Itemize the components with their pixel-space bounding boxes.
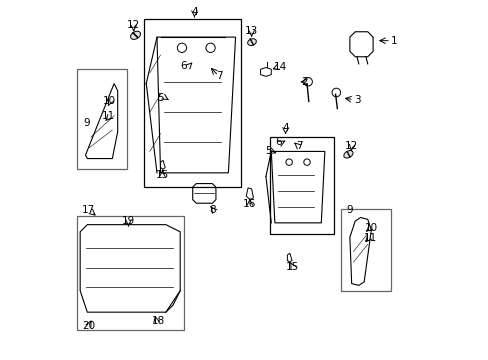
Text: 4: 4 (191, 7, 198, 17)
Ellipse shape (130, 31, 140, 39)
Text: 12: 12 (345, 141, 358, 151)
Text: 2: 2 (301, 77, 307, 87)
Ellipse shape (247, 39, 256, 45)
Text: 4: 4 (282, 123, 288, 133)
Text: 10: 10 (102, 96, 116, 107)
Text: 14: 14 (273, 63, 286, 72)
Text: 5: 5 (264, 147, 271, 157)
Text: 19: 19 (122, 216, 135, 226)
Text: 9: 9 (346, 205, 352, 215)
Text: 15: 15 (285, 262, 299, 272)
Bar (77, 216, 183, 330)
Text: 8: 8 (208, 205, 215, 215)
Text: 16: 16 (243, 199, 256, 209)
Text: 20: 20 (82, 321, 96, 332)
Text: 3: 3 (353, 95, 360, 105)
Text: 10: 10 (364, 223, 377, 233)
Text: 7: 7 (296, 141, 303, 151)
Text: 13: 13 (244, 26, 258, 36)
Ellipse shape (343, 150, 352, 158)
Text: 11: 11 (363, 233, 376, 243)
Bar (77, 69, 126, 169)
Text: 5: 5 (157, 93, 163, 103)
Text: 12: 12 (127, 20, 140, 30)
Text: 6: 6 (275, 138, 281, 148)
Text: 17: 17 (81, 205, 95, 215)
Text: 11: 11 (102, 111, 115, 121)
Text: 7: 7 (216, 71, 223, 81)
Bar (340, 208, 390, 291)
Text: 18: 18 (152, 316, 165, 326)
Bar (269, 137, 333, 234)
Text: 15: 15 (155, 170, 169, 180)
Text: 9: 9 (83, 118, 89, 128)
Text: 1: 1 (390, 36, 397, 46)
Bar (144, 19, 241, 187)
Text: 6: 6 (180, 61, 187, 71)
